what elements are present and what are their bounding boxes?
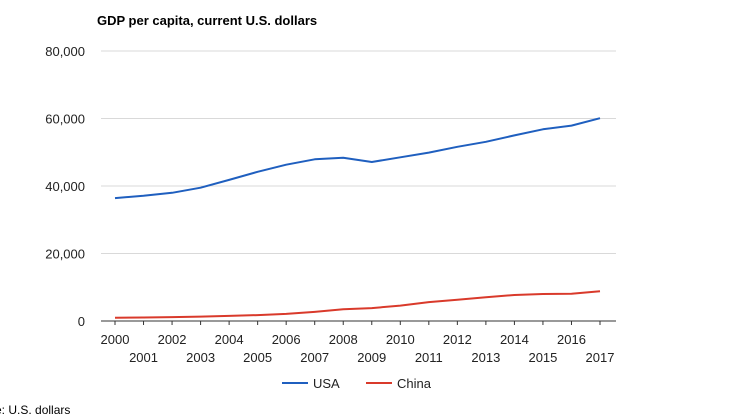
data-point-usa-2001 [142, 194, 146, 198]
data-point-usa-2011 [427, 151, 431, 155]
x-tick-label: 2016 [557, 332, 586, 347]
data-point-china-2002 [170, 315, 174, 319]
data-point-china-2003 [199, 315, 203, 319]
data-point-china-2015 [541, 292, 545, 296]
x-tick-label: 2012 [443, 332, 472, 347]
data-point-usa-2012 [455, 145, 459, 149]
data-point-china-2007 [313, 310, 317, 314]
x-tick-label: 2011 [415, 350, 443, 365]
data-point-usa-2003 [199, 186, 203, 190]
x-tick-label: 2007 [300, 350, 329, 365]
data-point-usa-2009 [370, 160, 374, 164]
data-point-china-2001 [142, 315, 146, 319]
data-point-usa-2015 [541, 127, 545, 131]
data-point-usa-2014 [512, 133, 516, 137]
x-tick-label: 2014 [500, 332, 529, 347]
x-tick-label: 2004 [215, 332, 244, 347]
y-tick-label: 0 [78, 314, 85, 329]
x-tick-label: 2013 [471, 350, 500, 365]
legend-label-china[interactable]: China [397, 376, 432, 391]
y-tick-label: 60,000 [45, 112, 85, 127]
data-point-china-2004 [227, 314, 231, 318]
data-point-china-2008 [341, 307, 345, 311]
y-axis-ticks: 0 20,000 40,000 60,000 80,000 [45, 44, 85, 329]
data-point-china-2017 [598, 289, 602, 293]
data-point-china-2006 [284, 312, 288, 316]
data-point-china-2013 [484, 295, 488, 299]
data-point-usa-2017 [598, 116, 602, 120]
y-tick-label: 80,000 [45, 44, 85, 59]
x-tick-label: 2002 [158, 332, 187, 347]
gridlines [101, 50, 616, 322]
data-point-usa-2013 [484, 140, 488, 144]
data-point-usa-2008 [341, 156, 345, 160]
x-tick-label: 2000 [101, 332, 130, 347]
data-point-china-2005 [256, 313, 260, 317]
data-point-usa-2005 [256, 170, 260, 174]
data-point-usa-2016 [569, 124, 573, 128]
x-tick-label: 2010 [386, 332, 415, 347]
x-tick-label: 2009 [357, 350, 386, 365]
data-point-usa-2002 [170, 191, 174, 195]
data-point-usa-2010 [398, 155, 402, 159]
y-tick-label: 40,000 [45, 179, 85, 194]
series-line-china [114, 290, 601, 319]
y-tick-label: 20,000 [45, 247, 85, 262]
data-point-usa-2007 [313, 157, 317, 161]
x-tick-label: 2008 [329, 332, 358, 347]
x-tick-label: 2003 [186, 350, 215, 365]
data-point-usa-2006 [284, 163, 288, 167]
source-note: e: U.S. dollars [0, 403, 71, 417]
x-tick-label: 2001 [129, 350, 158, 365]
data-point-china-2016 [569, 292, 573, 296]
series-lines [113, 116, 602, 320]
data-point-china-2011 [427, 300, 431, 304]
data-point-usa-2000 [113, 196, 117, 200]
data-point-china-2000 [113, 316, 117, 320]
x-tick-label: 2006 [272, 332, 301, 347]
data-point-china-2014 [512, 293, 516, 297]
x-tick-label: 2017 [586, 350, 615, 365]
legend[interactable]: USA China [282, 376, 432, 391]
x-tick-label: 2015 [528, 350, 557, 365]
x-tick-label: 2005 [243, 350, 272, 365]
data-point-usa-2004 [227, 178, 231, 182]
data-point-china-2012 [455, 298, 459, 302]
series-line-usa [114, 117, 601, 200]
chart-title: GDP per capita, current U.S. dollars [97, 13, 317, 28]
data-point-china-2009 [370, 306, 374, 310]
data-point-china-2010 [398, 304, 402, 308]
legend-label-usa[interactable]: USA [313, 376, 340, 391]
